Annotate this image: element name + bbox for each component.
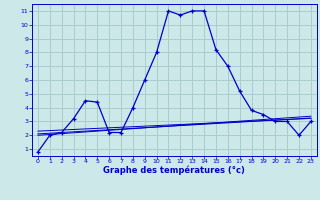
X-axis label: Graphe des températures (°c): Graphe des températures (°c) <box>103 166 245 175</box>
